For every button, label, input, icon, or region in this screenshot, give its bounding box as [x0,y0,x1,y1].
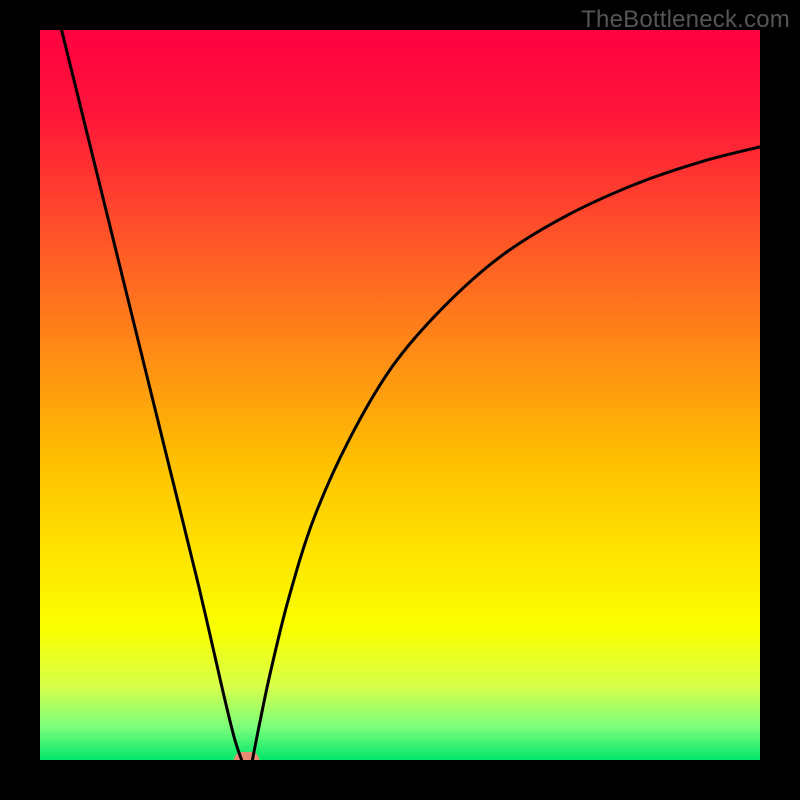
mask-left [0,0,40,800]
mask-bottom [0,760,800,800]
bottleneck-chart [0,0,800,800]
watermark-text: TheBottleneck.com [581,6,790,34]
mask-right [760,0,800,800]
plot-background [40,30,760,760]
